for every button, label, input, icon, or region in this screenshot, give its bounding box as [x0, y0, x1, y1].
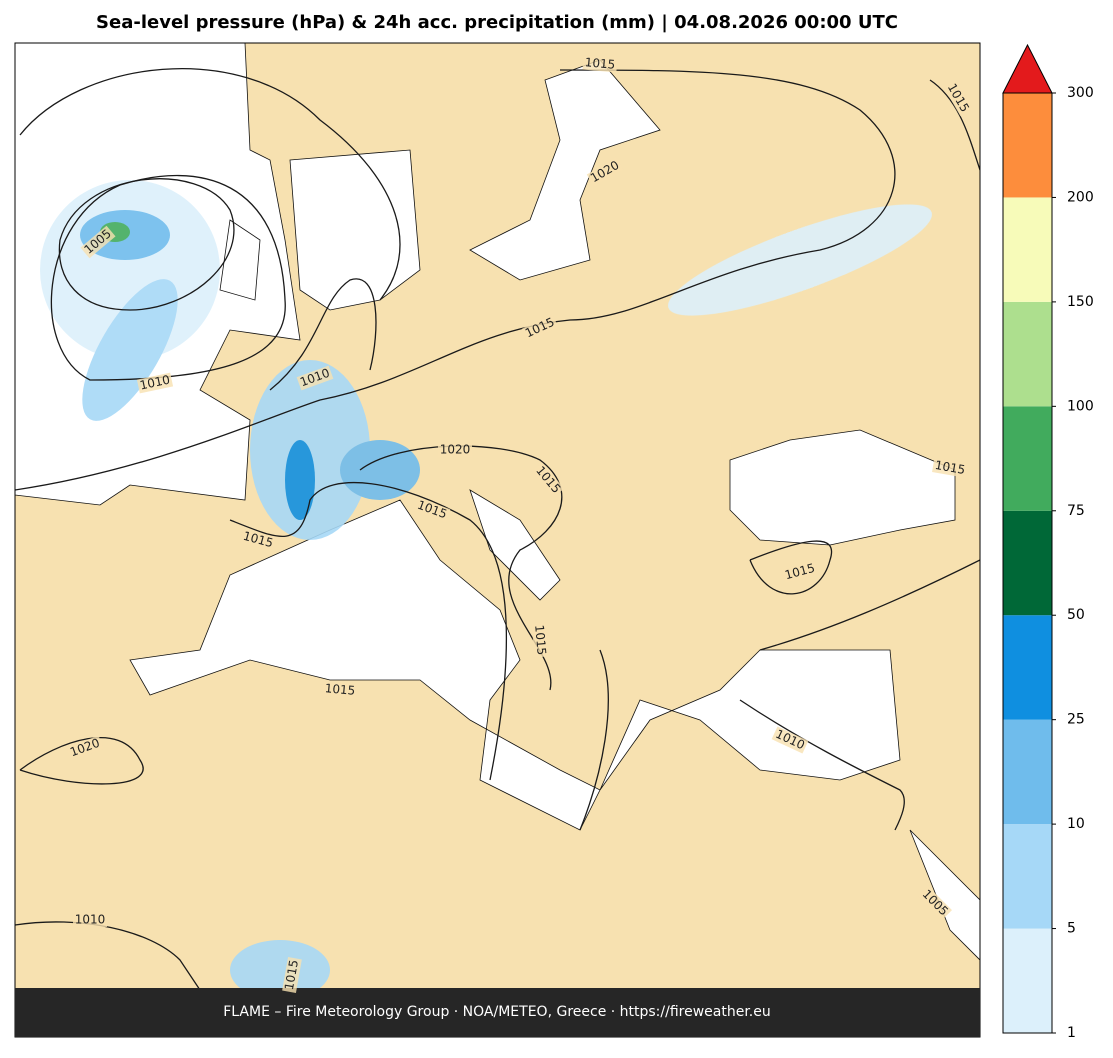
colorbar-tick-label: 150 [1067, 294, 1094, 310]
contour-label-bg [943, 79, 973, 117]
contour-label: 1010 [75, 913, 106, 927]
contour-label-bg [781, 560, 819, 584]
contour-label-bg [413, 497, 451, 523]
precipitation [40, 180, 932, 1000]
colorbar-segment [1003, 510, 1052, 616]
contour-label-bg [531, 622, 549, 658]
colorbar-segment [1003, 928, 1052, 1033]
colorbar-segment [1003, 301, 1052, 407]
colorbar-tick-label: 75 [1067, 503, 1085, 519]
colorbar-segment [1003, 719, 1052, 825]
colorbar-segment [1003, 197, 1052, 302]
footer: FLAME – Fire Meteorology Group · NOA/MET… [223, 1004, 771, 1020]
colorbar-segment [1003, 93, 1052, 198]
contour-label: 1015 [934, 458, 967, 477]
contour-label-bg [136, 372, 174, 394]
colorbar-segment [1003, 615, 1052, 720]
colorbar-tick-label: 300 [1067, 85, 1094, 101]
colorbar-tick-label: 1 [1067, 1025, 1076, 1041]
contour-label-bg [296, 365, 334, 391]
contour-label-bg [73, 913, 107, 927]
colorbar-tick-label: 50 [1067, 607, 1085, 623]
ireland-sea [219, 219, 261, 301]
contour-label-bg [932, 458, 968, 478]
colorbar-segment [1003, 406, 1052, 511]
contour-label-bg [438, 443, 472, 457]
contour-label: 1015 [584, 55, 616, 72]
colorbar-tick-label: 200 [1067, 189, 1094, 205]
map: FLAME – Fire Meteorology Group · NOA/MET… [14, 42, 981, 1038]
contour-label-bg [239, 528, 277, 552]
colorbar-tick-label: 10 [1067, 816, 1085, 832]
colorbar-extend [1002, 43, 1053, 94]
contour-label-bg [322, 681, 358, 699]
baltic [469, 59, 661, 281]
contour-label-bg [80, 225, 116, 259]
colorbar-tick-label: 5 [1067, 921, 1076, 937]
contour-label: 1010 [139, 372, 172, 392]
contour-label-bg [66, 735, 104, 761]
contour-label: 1015 [282, 959, 301, 992]
contour-label: 1015 [532, 624, 549, 656]
contour-label: 1015 [324, 681, 356, 698]
contour-label-bg [918, 886, 952, 920]
contour-label-bg [586, 157, 624, 187]
colorbar-tick-label: 25 [1067, 712, 1085, 728]
colorbar: 1 5 10 25 50 75 100 150 200 300 [1002, 43, 1094, 1041]
black-sea [729, 429, 956, 546]
contour-label-bg [531, 462, 565, 498]
contour-label-bg [282, 957, 302, 993]
colorbar-tick-label: 100 [1067, 398, 1094, 414]
contour-label: 1020 [440, 443, 471, 457]
contour-label-bg [521, 314, 559, 342]
contour-label-bg [582, 55, 618, 73]
contour-label-bg [771, 726, 809, 754]
colorbar-frame [1002, 92, 1053, 1034]
footer-bar [15, 988, 980, 1037]
title: Sea-level pressure (hPa) & 24h acc. prec… [96, 12, 898, 33]
colorbar-segment [1003, 824, 1052, 929]
